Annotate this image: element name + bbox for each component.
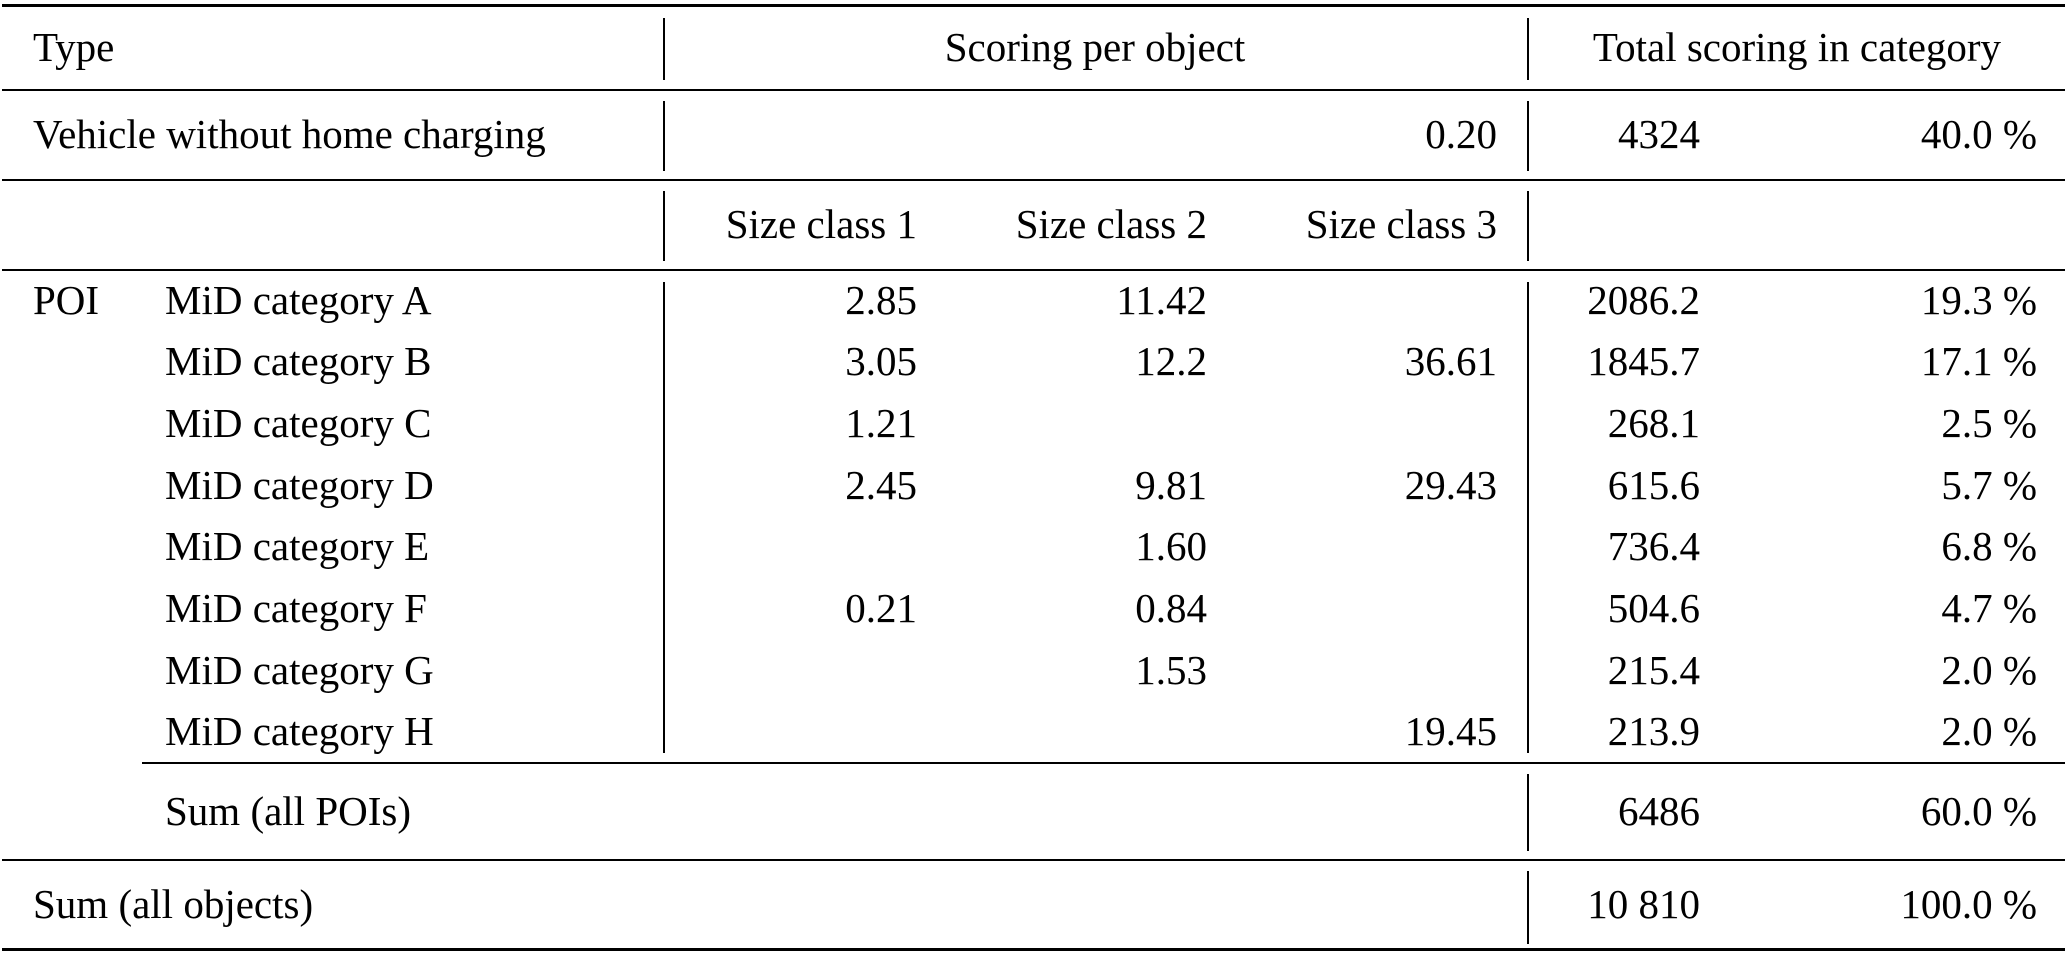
header-size-class-2: Size class 2 (1015, 201, 1207, 247)
cell-sc3: 36.61 (1404, 338, 1497, 385)
cell-percent: 40.0 % (1920, 111, 2037, 157)
cell-percent: 5.7 % (1941, 461, 2037, 508)
cell-sc2: 12.2 (1135, 338, 1207, 385)
cell-total: 6486 (1618, 787, 1700, 834)
sum-pois-row: Sum (all POIs) 6486 60.0 % (0, 762, 2067, 859)
row-label: MiD category B (165, 338, 432, 385)
cell-percent: 6.8 % (1941, 523, 2037, 570)
sum-objects-row: Sum (all objects) 10 810 100.0 % (0, 859, 2067, 948)
row-label: MiD category A (165, 276, 432, 323)
header-total: Total scoring in category (1592, 23, 2002, 70)
rule-after-vehicle (2, 179, 2065, 181)
cell-sc1: 2.85 (845, 276, 917, 323)
cell-total: 10 810 (1587, 880, 1700, 927)
cell-percent: 100.0 % (1900, 880, 2037, 927)
cell-total: 215.4 (1607, 646, 1700, 693)
vrule-col1-vehicle (663, 101, 665, 171)
vrule-col2-sum-objects (1527, 871, 1529, 944)
size-class-header-row: Size class 1 Size class 2 Size class 3 (0, 179, 2067, 269)
row-label: MiD category H (165, 708, 434, 755)
header-scoring: Scoring per object (944, 23, 1246, 70)
cell-total: 4324 (1618, 111, 1700, 157)
cell-sc2: 1.60 (1135, 523, 1207, 570)
cell-total: 213.9 (1607, 708, 1700, 755)
rule-bottom (2, 948, 2065, 951)
row-label: MiD category F (165, 584, 427, 631)
cell-percent: 4.7 % (1941, 584, 2037, 631)
rule-after-sizeclass (2, 269, 2065, 271)
vrule-col1-header (663, 18, 665, 80)
cell-total: 2086.2 (1587, 276, 1700, 323)
header-size-class-3: Size class 3 (1305, 201, 1497, 247)
vrule-col2-sizeclass (1527, 191, 1529, 261)
cell-sc2: 1.53 (1135, 646, 1207, 693)
vrule-col1-poi (663, 282, 665, 753)
cell-sc1: 3.05 (845, 338, 917, 385)
cell-total: 615.6 (1607, 461, 1700, 508)
cell-total: 268.1 (1607, 400, 1700, 447)
row-label: MiD category E (165, 523, 430, 570)
poi-group-label: POI (33, 276, 100, 323)
row-label: Vehicle without home charging (33, 111, 546, 157)
cell-percent: 19.3 % (1920, 276, 2037, 323)
rule-top (2, 4, 2065, 7)
cell-sc1: 2.45 (845, 461, 917, 508)
rule-after-header (2, 89, 2065, 91)
vrule-col2-sum-pois (1527, 774, 1529, 851)
rule-after-poi-rows (142, 762, 2065, 764)
cell-sc3: 19.45 (1404, 708, 1497, 755)
header-row: Type Scoring per object Total scoring in… (0, 4, 2067, 89)
rule-after-sum-pois (2, 859, 2065, 861)
vrule-col2-header (1527, 18, 1529, 80)
cell-sc1: 0.21 (845, 584, 917, 631)
cell-percent: 2.0 % (1941, 646, 2037, 693)
header-size-class-1: Size class 1 (725, 201, 917, 247)
cell-sc2: 0.84 (1135, 584, 1207, 631)
header-type: Type (33, 23, 115, 70)
vrule-col2-poi (1527, 282, 1529, 753)
cell-sc2: 9.81 (1135, 461, 1207, 508)
row-label: MiD category G (165, 646, 434, 693)
cell-total: 504.6 (1607, 584, 1700, 631)
poi-rows: POI MiD category A 2.85 11.42 2086.2 19.… (0, 269, 2067, 762)
cell-percent: 60.0 % (1920, 787, 2037, 834)
row-label: Sum (all objects) (33, 880, 314, 927)
vrule-col2-vehicle (1527, 101, 1529, 171)
row-label: MiD category C (165, 400, 432, 447)
cell-sc3: 29.43 (1404, 461, 1497, 508)
cell-score: 0.20 (1425, 111, 1497, 157)
cell-total: 736.4 (1607, 523, 1700, 570)
cell-percent: 17.1 % (1920, 338, 2037, 385)
row-label: Sum (all POIs) (165, 787, 411, 834)
row-label: MiD category D (165, 461, 434, 508)
cell-percent: 2.0 % (1941, 708, 2037, 755)
cell-percent: 2.5 % (1941, 400, 2037, 447)
cell-sc1: 1.21 (845, 400, 917, 447)
vehicle-row: Vehicle without home charging 0.20 4324 … (0, 89, 2067, 179)
cell-total: 1845.7 (1587, 338, 1700, 385)
vrule-col1-sizeclass (663, 191, 665, 261)
cell-sc2: 11.42 (1116, 276, 1207, 323)
